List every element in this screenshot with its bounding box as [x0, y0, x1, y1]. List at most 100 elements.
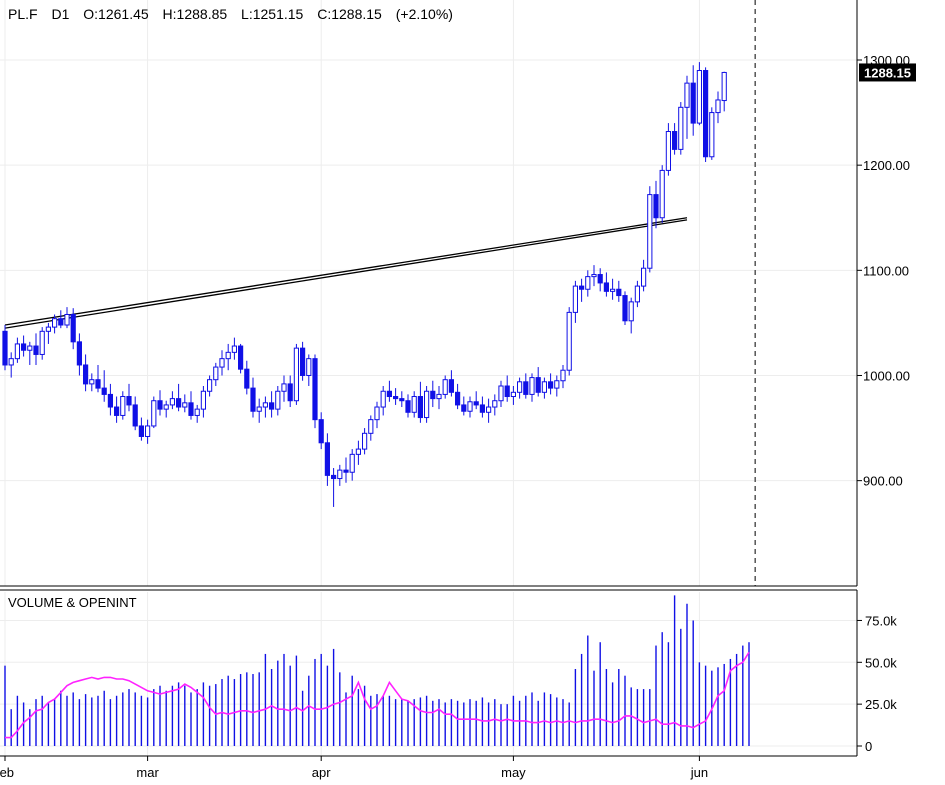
volume-bars — [4, 595, 750, 746]
candle-body — [436, 393, 442, 400]
candle-body — [169, 398, 176, 406]
candle-body — [591, 274, 597, 278]
candle-body — [709, 112, 715, 158]
date-tick-label: feb — [0, 765, 14, 780]
candle-body — [256, 406, 262, 412]
candle-body — [337, 469, 343, 480]
candle-body — [207, 379, 213, 392]
candle-body — [572, 285, 578, 313]
candle-body — [703, 70, 709, 158]
candle-body — [225, 351, 231, 360]
candle-body — [411, 396, 417, 413]
candle-body — [647, 194, 653, 269]
price-tick-label: 900.00 — [863, 474, 903, 489]
candle-body — [126, 396, 132, 406]
candle-body — [132, 404, 138, 427]
low-value: L:1251.15 — [241, 6, 303, 22]
candle-body — [597, 274, 603, 284]
volume-axis-ticks: 0 25.0k 50.0k 75.0k — [857, 613, 897, 754]
candle-body — [554, 380, 560, 389]
candle-body — [510, 391, 516, 398]
candle-body — [231, 345, 238, 353]
candle-body — [151, 400, 157, 427]
candle-body — [343, 469, 349, 473]
candle-body — [417, 396, 423, 419]
open-value: O:1261.45 — [83, 6, 149, 22]
candle-body — [368, 419, 374, 434]
candle-body — [461, 404, 467, 412]
candle-body — [194, 408, 200, 416]
candle-body — [399, 398, 405, 402]
candle-body — [33, 345, 39, 355]
candle-body — [448, 379, 454, 393]
candle-body — [182, 402, 188, 408]
close-value: C:1288.15 — [317, 6, 382, 22]
candle-body — [213, 366, 219, 381]
volume-tick-label: 75.0k — [865, 613, 897, 628]
price-tick-label: 1100.00 — [863, 263, 909, 278]
candle-body — [678, 106, 684, 150]
candle-body — [331, 474, 337, 480]
candle-body — [479, 404, 485, 413]
candle-body — [157, 400, 163, 410]
candle-body — [89, 379, 95, 385]
candle-body — [672, 131, 678, 150]
candle-body — [721, 71, 727, 102]
candle-body — [585, 276, 591, 290]
candle-body — [244, 368, 250, 389]
candle-body — [715, 99, 721, 114]
candle-body — [58, 318, 64, 326]
trendline — [4, 217, 688, 326]
volume-tick-label: 0 — [865, 739, 872, 754]
candle-body — [610, 288, 616, 292]
candle-body — [70, 313, 76, 343]
candle-body — [349, 453, 355, 473]
volume-tick-label: 25.0k — [865, 697, 897, 712]
candle-body — [430, 390, 436, 400]
candle-body — [529, 377, 535, 395]
candle-body — [262, 402, 268, 408]
candle-body — [39, 330, 45, 355]
candle-body — [293, 347, 299, 402]
date-tick-label: jun — [690, 765, 708, 780]
price-gridlines — [0, 0, 857, 756]
candle-body — [492, 400, 498, 408]
candle-body — [498, 385, 504, 402]
date-axis-ticks: feb mar apr may jun — [0, 756, 708, 780]
candle-body — [690, 82, 696, 124]
candle-body — [684, 82, 690, 108]
candle-body — [176, 398, 182, 408]
candle-body — [52, 318, 58, 328]
candle-body — [219, 358, 225, 368]
trendlines[interactable] — [4, 217, 688, 329]
candle-body — [424, 390, 430, 419]
volume-panel-title: VOLUME & OPENINT — [8, 595, 137, 610]
timeframe-label: D1 — [51, 6, 69, 22]
last-price-badge-text: 1288.15 — [864, 65, 911, 80]
candle-body — [535, 377, 541, 393]
candle-body — [188, 402, 194, 416]
candle-body — [579, 285, 585, 290]
candle-body — [560, 369, 566, 382]
candle-body — [114, 406, 120, 416]
candle-body — [95, 379, 101, 389]
price-tick-label: 1200.00 — [863, 158, 910, 173]
ohlc-header: PL.F D1 O:1261.45 H:1288.85 L:1251.15 C:… — [8, 6, 453, 22]
candle-body — [318, 419, 324, 444]
candle-body — [21, 343, 27, 351]
candle-body — [107, 393, 114, 408]
candle-body — [548, 381, 554, 389]
candle-body — [486, 406, 492, 413]
candle-body — [566, 311, 572, 371]
date-tick-label: apr — [312, 765, 331, 780]
candle-body — [504, 385, 510, 398]
candle-body — [324, 442, 330, 476]
candle-body — [250, 387, 256, 412]
candle-body — [455, 391, 461, 406]
candle-body — [628, 301, 634, 322]
candle-body — [275, 390, 281, 410]
candle-body — [665, 131, 671, 171]
candlestick-series — [2, 62, 727, 507]
candle-body — [45, 326, 51, 332]
